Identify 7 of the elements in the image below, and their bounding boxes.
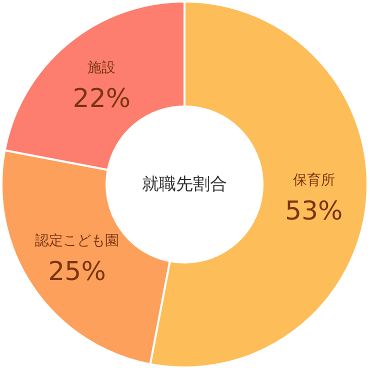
data-label: 22% xyxy=(72,84,131,114)
text: 就職先割合 xyxy=(142,174,227,194)
slice-label: 認定こども園 xyxy=(35,233,120,250)
slice-label: 施設 xyxy=(88,60,116,76)
data-label: 25% xyxy=(48,257,106,288)
data-label: 53% xyxy=(284,196,343,226)
slice-label: 保育所 xyxy=(292,171,335,188)
